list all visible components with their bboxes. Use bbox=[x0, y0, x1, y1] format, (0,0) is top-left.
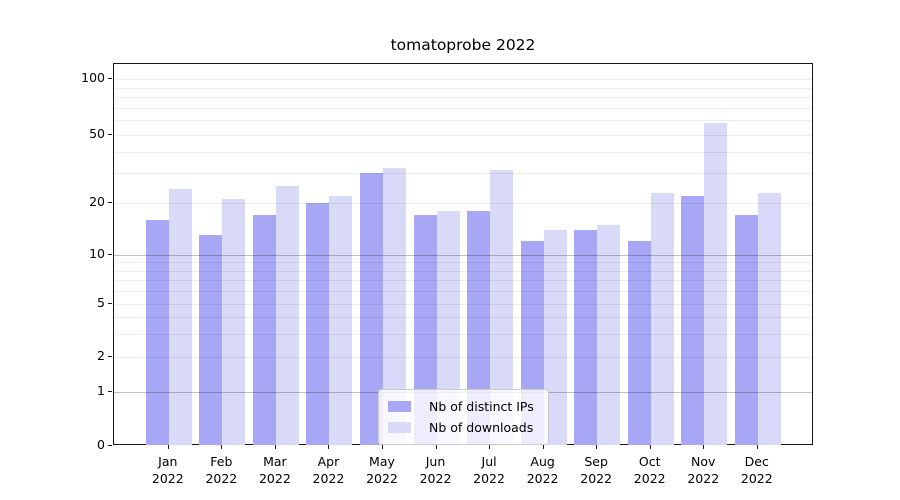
legend-swatch-downloads bbox=[388, 422, 411, 433]
bar-nb-of-downloads-jan-2022 bbox=[168, 189, 192, 445]
gridline-70 bbox=[114, 107, 812, 109]
bar-nb-of-distinct-ips-jan-2022 bbox=[145, 219, 169, 445]
y-tick-5 bbox=[108, 303, 112, 304]
bar-nb-of-downloads-jun-2022 bbox=[436, 210, 460, 445]
x-tick-nov-2022 bbox=[703, 445, 705, 449]
bar-nb-of-downloads-feb-2022 bbox=[222, 199, 246, 445]
y-tick-label-50: 50 bbox=[89, 126, 105, 141]
x-tick-jun-2022 bbox=[435, 445, 437, 449]
x-tick-label-dec-2022: Dec 2022 bbox=[740, 454, 773, 486]
x-tick-label-may-2022: May 2022 bbox=[366, 454, 398, 486]
y-tick-50 bbox=[108, 134, 112, 135]
bar-nb-of-downloads-may-2022 bbox=[382, 168, 406, 445]
y-tick-1 bbox=[108, 391, 112, 392]
bar-nb-of-downloads-apr-2022 bbox=[329, 195, 353, 445]
chart-title: tomatoprobe 2022 bbox=[390, 36, 536, 54]
y-tick-10 bbox=[108, 254, 112, 255]
y-tick-20 bbox=[108, 202, 112, 203]
y-tick-2 bbox=[108, 356, 112, 357]
legend-swatch-distinct-ips bbox=[388, 401, 411, 412]
x-tick-label-jun-2022: Jun 2022 bbox=[419, 454, 452, 486]
gridline-90 bbox=[114, 87, 812, 89]
x-tick-label-jul-2022: Jul 2022 bbox=[473, 454, 505, 486]
x-tick-label-jan-2022: Jan 2022 bbox=[151, 454, 184, 486]
x-tick-may-2022 bbox=[381, 445, 383, 449]
y-tick-label-20: 20 bbox=[89, 194, 105, 209]
y-tick-label-0: 0 bbox=[97, 437, 105, 452]
bar-nb-of-distinct-ips-dec-2022 bbox=[734, 215, 758, 445]
x-tick-apr-2022 bbox=[328, 445, 330, 449]
legend-item-distinct-ips: Nb of distinct IPs bbox=[388, 396, 540, 417]
bar-nb-of-distinct-ips-feb-2022 bbox=[199, 235, 223, 445]
legend: Nb of distinct IPs Nb of downloads bbox=[378, 389, 549, 445]
bar-nb-of-distinct-ips-sep-2022 bbox=[574, 229, 598, 445]
x-tick-oct-2022 bbox=[649, 445, 651, 449]
x-tick-feb-2022 bbox=[221, 445, 223, 449]
x-tick-jul-2022 bbox=[489, 445, 491, 449]
y-tick-label-10: 10 bbox=[89, 246, 105, 261]
y-tick-label-2: 2 bbox=[97, 348, 105, 363]
x-tick-label-aug-2022: Aug 2022 bbox=[526, 454, 559, 486]
x-tick-label-feb-2022: Feb 2022 bbox=[205, 454, 238, 486]
gridline-60 bbox=[114, 120, 812, 122]
x-tick-mar-2022 bbox=[274, 445, 276, 449]
x-tick-label-apr-2022: Apr 2022 bbox=[312, 454, 345, 486]
bar-nb-of-distinct-ips-oct-2022 bbox=[627, 241, 651, 445]
bar-nb-of-distinct-ips-jul-2022 bbox=[467, 210, 491, 445]
bar-nb-of-downloads-jul-2022 bbox=[490, 170, 514, 445]
gridline-80 bbox=[114, 97, 812, 99]
x-tick-label-mar-2022: Mar 2022 bbox=[258, 454, 291, 486]
legend-label-downloads: Nb of downloads bbox=[429, 420, 534, 435]
y-tick-label-1: 1 bbox=[97, 383, 105, 398]
bar-nb-of-distinct-ips-apr-2022 bbox=[306, 203, 330, 445]
x-tick-aug-2022 bbox=[542, 445, 544, 449]
x-tick-jan-2022 bbox=[167, 445, 169, 449]
x-tick-dec-2022 bbox=[756, 445, 758, 449]
x-tick-label-nov-2022: Nov 2022 bbox=[687, 454, 720, 486]
plot-area: Nb of distinct IPs Nb of downloads bbox=[113, 63, 813, 445]
bar-nb-of-distinct-ips-jun-2022 bbox=[413, 215, 437, 445]
bar-nb-of-downloads-nov-2022 bbox=[704, 123, 728, 445]
bar-nb-of-downloads-mar-2022 bbox=[275, 186, 299, 445]
gridline-100 bbox=[114, 79, 812, 80]
legend-label-distinct-ips: Nb of distinct IPs bbox=[429, 399, 534, 414]
bar-nb-of-distinct-ips-mar-2022 bbox=[252, 215, 276, 445]
x-tick-label-oct-2022: Oct 2022 bbox=[633, 454, 666, 486]
bar-nb-of-downloads-sep-2022 bbox=[597, 224, 621, 445]
bar-nb-of-distinct-ips-may-2022 bbox=[359, 172, 383, 445]
x-tick-label-sep-2022: Sep 2022 bbox=[580, 454, 613, 486]
bar-nb-of-distinct-ips-nov-2022 bbox=[681, 195, 705, 445]
y-tick-label-100: 100 bbox=[81, 70, 105, 85]
x-tick-sep-2022 bbox=[596, 445, 598, 449]
bar-nb-of-downloads-oct-2022 bbox=[650, 192, 674, 445]
y-tick-100 bbox=[108, 78, 112, 79]
bar-nb-of-downloads-dec-2022 bbox=[757, 192, 781, 445]
y-tick-label-5: 5 bbox=[97, 295, 105, 310]
y-tick-0 bbox=[108, 445, 112, 446]
bar-nb-of-downloads-aug-2022 bbox=[543, 229, 567, 445]
legend-item-downloads: Nb of downloads bbox=[388, 417, 540, 438]
